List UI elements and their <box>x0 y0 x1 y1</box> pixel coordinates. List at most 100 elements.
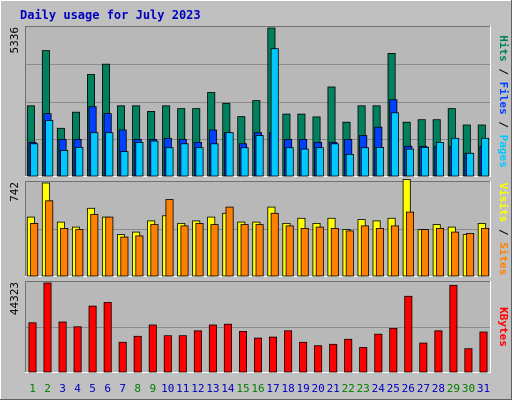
x-tick-label-day-25: 25 <box>387 382 400 395</box>
x-tick-label-day-22: 22 <box>342 382 355 395</box>
bar-kbytes-day-16 <box>253 337 262 373</box>
bar-kbytes-day-25 <box>389 327 398 373</box>
bar-sites-day-13 <box>210 224 219 277</box>
bar-sites-day-24 <box>375 227 384 277</box>
bar-kbytes-day-21 <box>329 343 338 373</box>
x-tick-label-day-21: 21 <box>327 382 340 395</box>
legend-kbytes: KBytes <box>497 307 510 347</box>
bar-kbytes-day-7 <box>118 341 127 373</box>
bar-kbytes-day-15 <box>238 330 247 373</box>
bar-pages-day-14 <box>225 132 234 177</box>
x-tick-label-day-9: 9 <box>149 382 156 395</box>
bar-pages-day-28 <box>435 141 444 177</box>
bar-sites-day-16 <box>255 224 264 277</box>
bar-pages-day-24 <box>375 146 384 177</box>
bar-sites-day-10 <box>165 199 174 277</box>
bar-sites-day-11 <box>180 225 189 277</box>
bar-kbytes-day-30 <box>464 348 473 373</box>
bar-kbytes-day-6 <box>103 302 112 373</box>
x-tick-label-day-29: 29 <box>447 382 460 395</box>
bar-pages-day-27 <box>420 146 429 177</box>
bar-pages-day-29 <box>451 137 460 177</box>
bar-sites-day-9 <box>150 224 159 277</box>
x-tick-label-day-30: 30 <box>462 382 475 395</box>
bar-pages-day-4 <box>75 146 84 177</box>
bar-sites-day-21 <box>330 227 339 277</box>
bar-kbytes-day-29 <box>449 284 458 373</box>
bar-pages-day-3 <box>60 150 69 177</box>
x-tick-label-day-28: 28 <box>432 382 445 395</box>
x-tick-label-day-3: 3 <box>59 382 66 395</box>
x-tick-label-day-2: 2 <box>44 382 51 395</box>
chart-panels: 5336 Hits / Files / Pages 742 Visits / Site… <box>8 26 510 373</box>
x-tick-label-day-24: 24 <box>372 382 386 395</box>
x-tick-label-day-11: 11 <box>176 382 189 395</box>
bar-sites-day-22 <box>345 230 354 277</box>
bar-pages-day-23 <box>360 147 369 177</box>
series-legend: KBytes <box>497 307 510 347</box>
bar-sites-day-20 <box>315 226 324 277</box>
legend-pages: Pages <box>497 135 510 168</box>
x-tick-label-day-26: 26 <box>402 382 415 395</box>
bar-sites-day-7 <box>120 236 129 277</box>
panel-visits: 742 Visits / Sites <box>8 179 510 277</box>
bar-kbytes-day-26 <box>404 295 413 373</box>
bar-pages-day-16 <box>255 135 264 177</box>
bar-kbytes-day-4 <box>73 326 82 373</box>
bar-pages-day-6 <box>105 132 114 177</box>
x-tick-label-day-4: 4 <box>74 382 81 395</box>
bar-sites-day-29 <box>451 231 460 277</box>
bar-pages-day-11 <box>180 143 189 177</box>
bar-kbytes-day-27 <box>419 342 428 373</box>
x-axis-labels: 1 2 3 4 5 6 7 8 9 10 11 12 13 14 15 16 17 18 19 20 21 22 23 24 2… <box>29 382 490 395</box>
legend-separator: / <box>497 115 510 135</box>
bar-kbytes-day-23 <box>359 347 368 373</box>
x-tick-label-day-12: 12 <box>191 382 204 395</box>
legend-hits: Hits <box>497 35 510 62</box>
bar-pages-day-12 <box>195 147 204 177</box>
bar-pages-day-31 <box>481 137 490 177</box>
bar-sites-day-5 <box>90 214 99 277</box>
bar-kbytes-day-10 <box>163 335 172 373</box>
bar-pages-day-2 <box>45 120 54 177</box>
panel-requests: 5336 Hits / Files / Pages <box>8 26 510 177</box>
bar-pages-day-19 <box>300 148 309 177</box>
bar-sites-day-27 <box>420 229 429 277</box>
x-tick-label-day-19: 19 <box>296 382 309 395</box>
bar-sites-day-8 <box>135 235 144 277</box>
x-tick-label-day-17: 17 <box>266 382 279 395</box>
y-max-label: 44323 <box>8 282 21 315</box>
bar-sites-day-18 <box>285 225 294 277</box>
bar-pages-day-30 <box>466 152 475 177</box>
bar-sites-day-17 <box>270 212 279 277</box>
bar-kbytes-day-20 <box>314 345 323 373</box>
bar-sites-day-19 <box>300 227 309 277</box>
bar-pages-day-9 <box>150 140 159 177</box>
bar-pages-day-15 <box>240 147 249 177</box>
series-legend: Visits / Sites <box>497 183 510 276</box>
bar-kbytes-day-14 <box>223 323 232 373</box>
legend-separator: / <box>497 222 510 242</box>
x-tick-label-day-16: 16 <box>251 382 264 395</box>
y-max-label: 742 <box>8 182 21 202</box>
bar-kbytes-day-1 <box>28 322 37 373</box>
bar-sites-day-30 <box>466 232 475 277</box>
bar-sites-day-4 <box>75 229 84 277</box>
x-tick-label-day-13: 13 <box>206 382 219 395</box>
bar-sites-day-23 <box>360 225 369 277</box>
bar-pages-day-10 <box>165 147 174 177</box>
x-tick-label-day-20: 20 <box>311 382 324 395</box>
legend-sites: Sites <box>497 242 510 275</box>
bar-sites-day-1 <box>30 222 39 277</box>
bar-kbytes-day-5 <box>88 305 97 373</box>
bar-kbytes-day-13 <box>208 324 217 373</box>
bar-kbytes-day-18 <box>284 330 293 373</box>
bar-kbytes-day-2 <box>43 282 52 373</box>
x-tick-label-day-15: 15 <box>236 382 249 395</box>
bar-kbytes-day-22 <box>344 338 353 373</box>
bar-kbytes-day-31 <box>479 331 488 373</box>
bar-pages-day-22 <box>345 153 354 177</box>
bar-kbytes-day-28 <box>434 330 443 373</box>
x-tick-label-day-31: 31 <box>477 382 490 395</box>
bar-pages-day-13 <box>210 143 219 177</box>
